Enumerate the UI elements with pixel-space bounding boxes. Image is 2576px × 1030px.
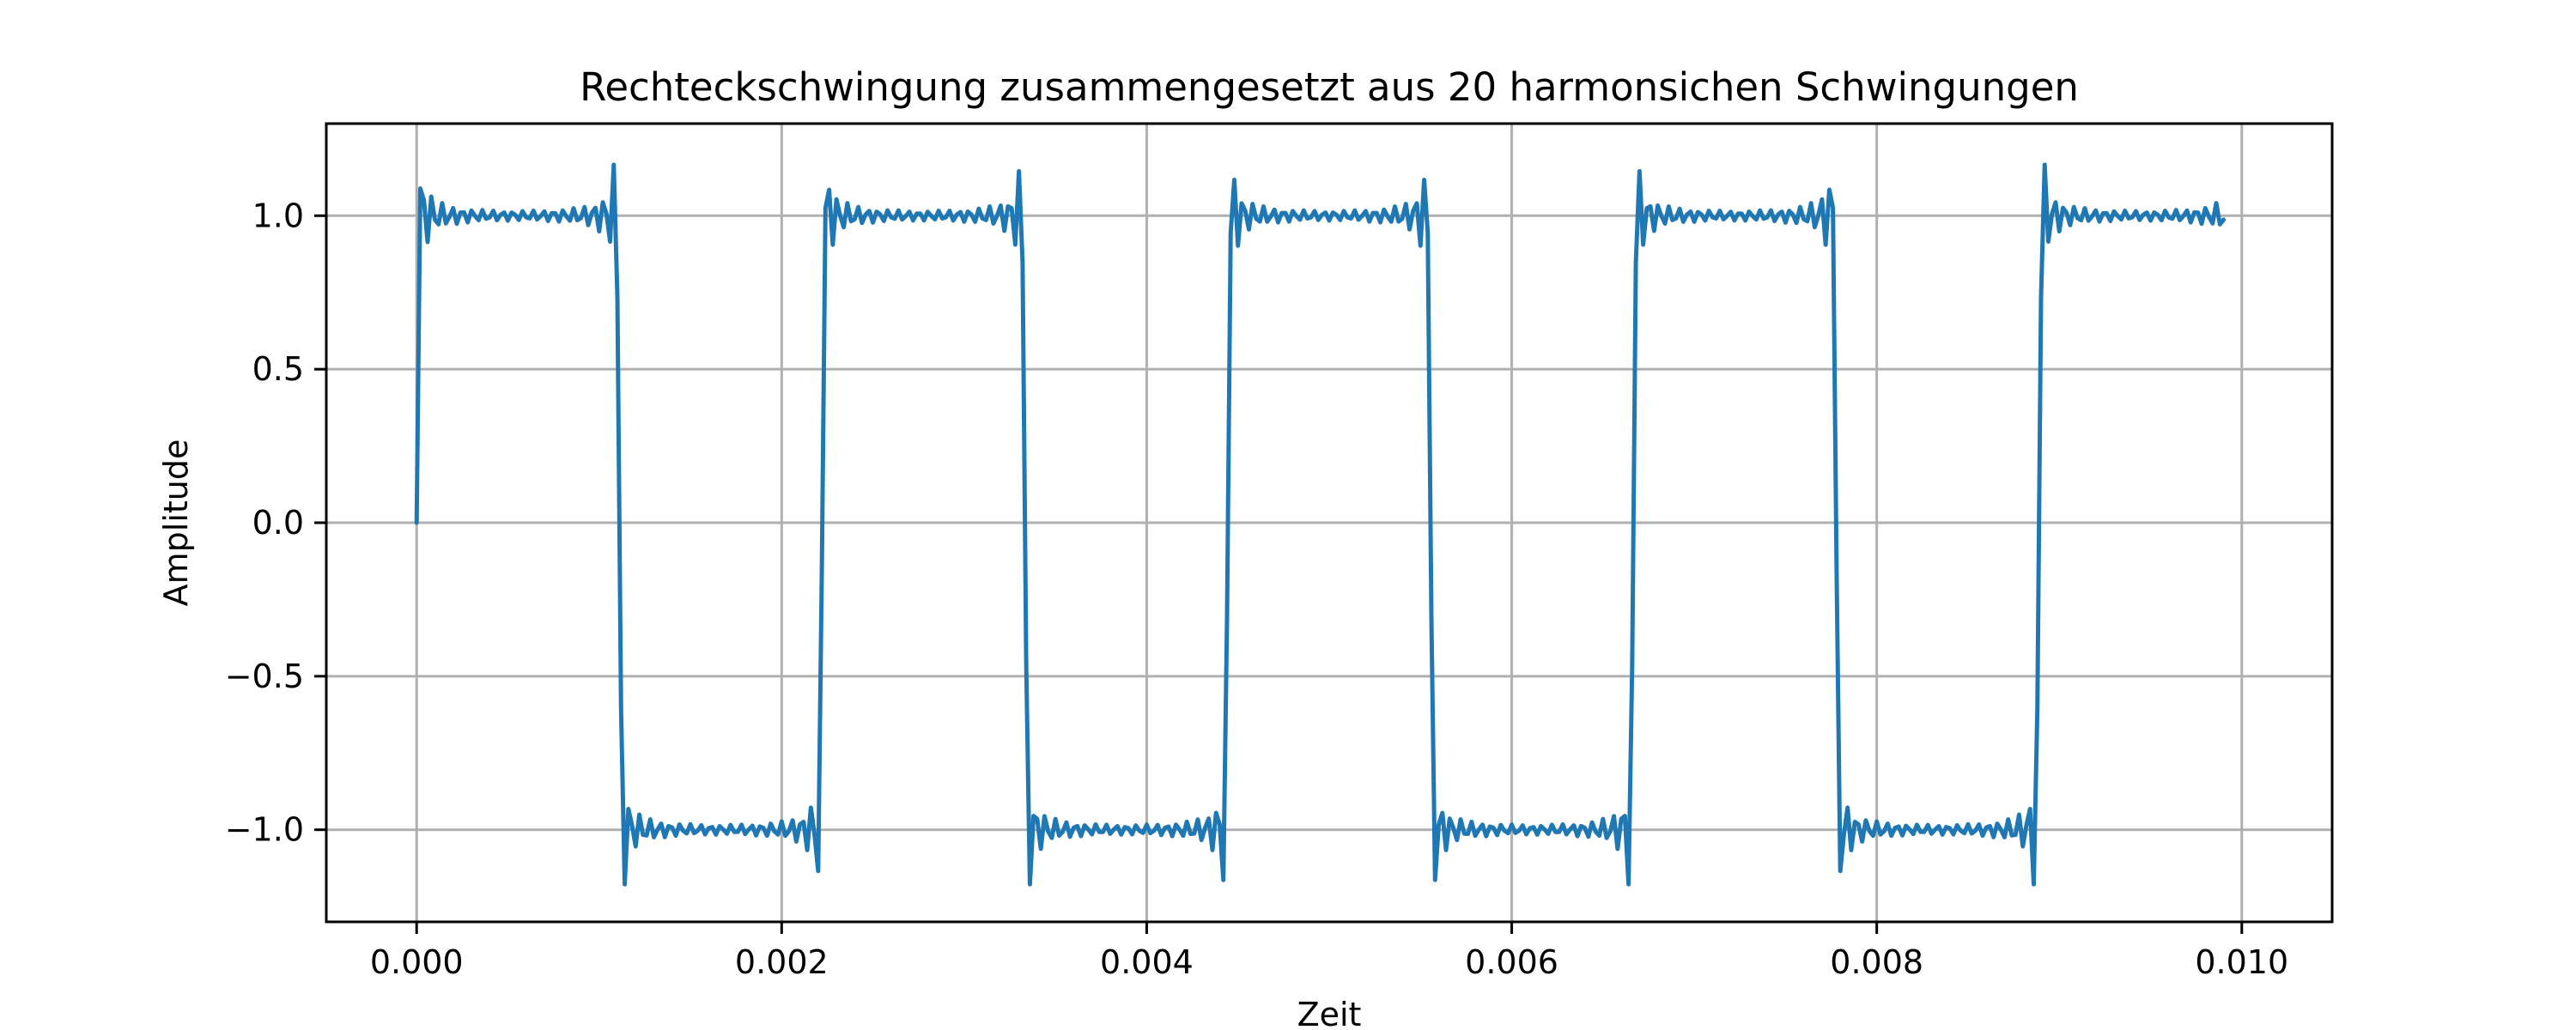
x-tick-label: 0.000 <box>370 943 464 981</box>
y-axis-label: Amplitude <box>157 439 195 607</box>
x-tick-label: 0.004 <box>1100 943 1194 981</box>
x-tick-label: 0.008 <box>1830 943 1923 981</box>
y-tick-label: −1.0 <box>225 811 304 849</box>
grid-layer <box>326 124 2332 922</box>
y-tick-label: 0.0 <box>252 504 304 542</box>
y-tick-label: −0.5 <box>225 657 304 695</box>
chart-title: Rechteckschwingung zusammengesetzt aus 2… <box>580 64 2079 110</box>
x-axis-label: Zeit <box>1297 996 1362 1030</box>
series-line <box>414 162 2227 887</box>
tick-layer: 0.000 0.002 0.004 0.006 0.008 0.010 1.0 0.5 0.0 −… <box>225 197 2288 981</box>
y-tick-label: 1.0 <box>252 197 304 234</box>
x-tick-label: 0.010 <box>2195 943 2288 981</box>
y-tick-label: 0.5 <box>252 350 304 388</box>
x-tick-label: 0.002 <box>735 943 829 981</box>
x-tick-label: 0.006 <box>1465 943 1558 981</box>
series-layer <box>414 162 2227 887</box>
